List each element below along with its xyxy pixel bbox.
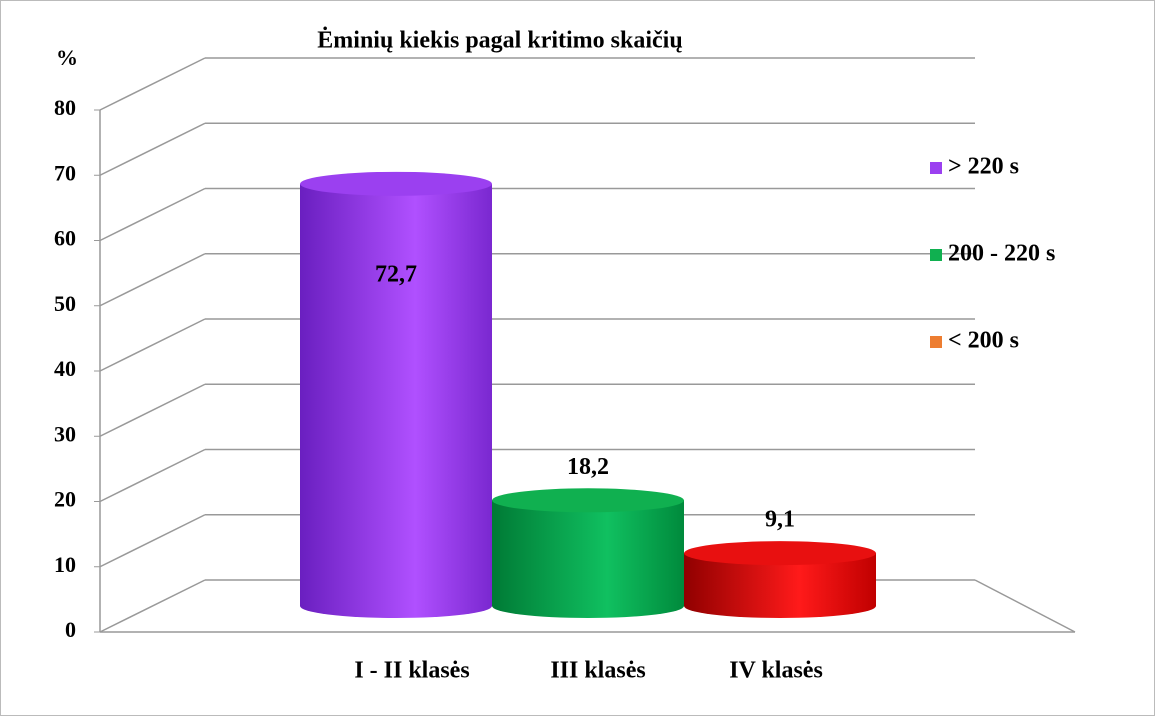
y-tick-label: 60 [54,226,76,251]
legend-label: > 220 s [948,154,1019,180]
legend-label: 200 - 220 s [948,241,1055,267]
grid-line [99,448,206,503]
data-label: 9,1 [765,507,795,533]
legend-label: < 200 s [948,328,1019,354]
y-tick-label: 30 [54,421,76,446]
legend-marker [930,249,942,261]
legend-marker [930,162,942,174]
bar [492,500,684,618]
y-tick-label: 10 [54,552,76,577]
data-label: 72,7 [375,261,417,287]
y-tick-label: 70 [54,160,76,185]
legend-marker [930,336,942,348]
y-axis-label: % [56,45,78,70]
grid-line [99,318,206,372]
x-tick-label: III klasės [550,658,645,684]
x-tick-label: I - II klasės [354,658,469,684]
grid-line [99,122,206,176]
y-tick-label: 50 [54,291,76,316]
y-tick-label: 0 [65,617,76,642]
x-tick-label: IV klasės [729,658,823,684]
y-tick-label: 40 [54,356,76,381]
bar-top [492,488,684,513]
floor-right [974,579,1076,633]
y-tick-label: 20 [54,487,76,512]
chart-title: Ėminių kiekis pagal kritimo skaičių [317,28,682,54]
bar-top [300,171,492,196]
grid-line [99,57,206,111]
bar-top [684,541,876,566]
y-tick-label: 80 [54,95,76,120]
data-label: 18,2 [567,454,609,480]
grid-line [99,579,206,633]
grid-line [99,187,206,242]
bar [684,553,876,618]
grid-line [99,383,206,437]
grid-line [99,253,206,307]
grid-line [99,514,206,568]
bar [300,183,492,618]
